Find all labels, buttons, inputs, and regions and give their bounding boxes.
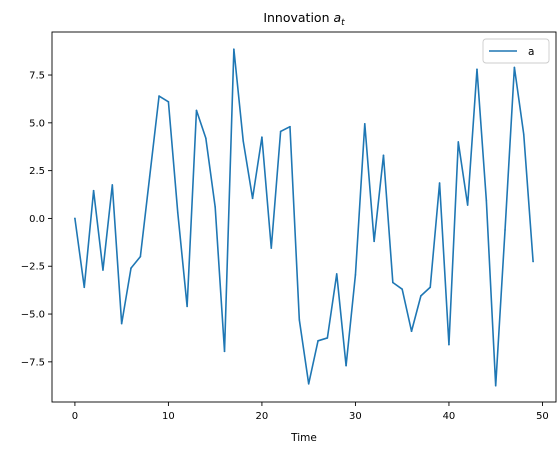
- data-point: [317, 340, 319, 342]
- plot-area: [52, 32, 556, 402]
- data-point: [139, 255, 142, 258]
- data-point: [270, 247, 273, 249]
- data-point: [223, 350, 226, 353]
- axes-background: [52, 32, 556, 402]
- data-point: [92, 189, 95, 192]
- data-point: [83, 286, 86, 289]
- data-point: [214, 206, 216, 208]
- data-point: [326, 337, 329, 339]
- data-point: [335, 273, 338, 275]
- x-tick-label: 0: [72, 411, 78, 422]
- data-points: [74, 48, 534, 387]
- data-point: [410, 330, 413, 333]
- x-tick-label: 30: [349, 411, 362, 422]
- data-point: [251, 197, 254, 200]
- y-tick-label: 5.0: [29, 118, 45, 129]
- chart-title: Innovation at: [263, 10, 345, 28]
- data-point: [167, 100, 170, 103]
- x-tick-label: 50: [536, 411, 549, 422]
- x-axis-ticks: 0 10 20 30 40 50: [72, 402, 549, 422]
- series-line-a: [74, 48, 534, 387]
- data-point: [429, 286, 432, 289]
- data-point: [513, 66, 516, 69]
- x-tick-label: 10: [162, 411, 175, 422]
- data-point: [148, 175, 151, 178]
- data-point: [298, 318, 301, 321]
- data-point: [392, 281, 394, 284]
- data-point: [345, 364, 347, 367]
- data-point: [195, 109, 198, 112]
- data-point: [261, 136, 263, 138]
- y-tick-label: 2.5: [29, 166, 45, 177]
- data-point: [158, 95, 160, 97]
- y-tick-label: 0.0: [29, 214, 45, 225]
- data-point: [382, 154, 385, 157]
- data-point: [205, 137, 207, 139]
- data-point: [494, 384, 497, 387]
- data-point: [522, 133, 525, 136]
- data-point: [74, 217, 76, 220]
- x-axis-label: Time: [290, 432, 317, 444]
- data-point: [476, 68, 478, 71]
- data-point: [401, 288, 403, 290]
- data-point: [307, 383, 310, 385]
- data-point: [438, 182, 441, 184]
- x-tick-label: 40: [443, 411, 456, 422]
- data-point: [448, 343, 450, 346]
- data-point: [111, 184, 114, 186]
- data-point: [373, 240, 375, 243]
- y-tick-label: −7.5: [21, 357, 45, 368]
- y-axis-ticks: −7.5 −5.0 −2.5 0.0 2.5 5.0 7.5: [21, 71, 52, 368]
- data-point: [130, 267, 132, 269]
- data-point: [120, 322, 123, 325]
- data-point: [532, 260, 534, 263]
- y-tick-label: −2.5: [21, 262, 45, 273]
- data-point: [176, 211, 179, 214]
- data-point: [242, 140, 245, 142]
- data-point: [102, 269, 104, 271]
- data-point: [354, 274, 357, 276]
- data-point: [466, 204, 469, 206]
- data-point: [233, 48, 235, 51]
- data-point: [504, 229, 506, 231]
- data-point: [485, 199, 488, 202]
- y-tick-label: 7.5: [29, 71, 45, 82]
- axes-frame: [51, 31, 557, 403]
- data-point: [420, 295, 422, 297]
- data-point: [186, 305, 188, 308]
- data-point: [363, 122, 366, 125]
- legend: a: [482, 38, 550, 64]
- data-point: [457, 141, 460, 143]
- x-tick-label: 20: [256, 411, 269, 422]
- y-tick-label: −5.0: [21, 310, 45, 321]
- data-point: [279, 130, 282, 133]
- data-point: [289, 125, 291, 128]
- legend-label-a: a: [528, 46, 534, 58]
